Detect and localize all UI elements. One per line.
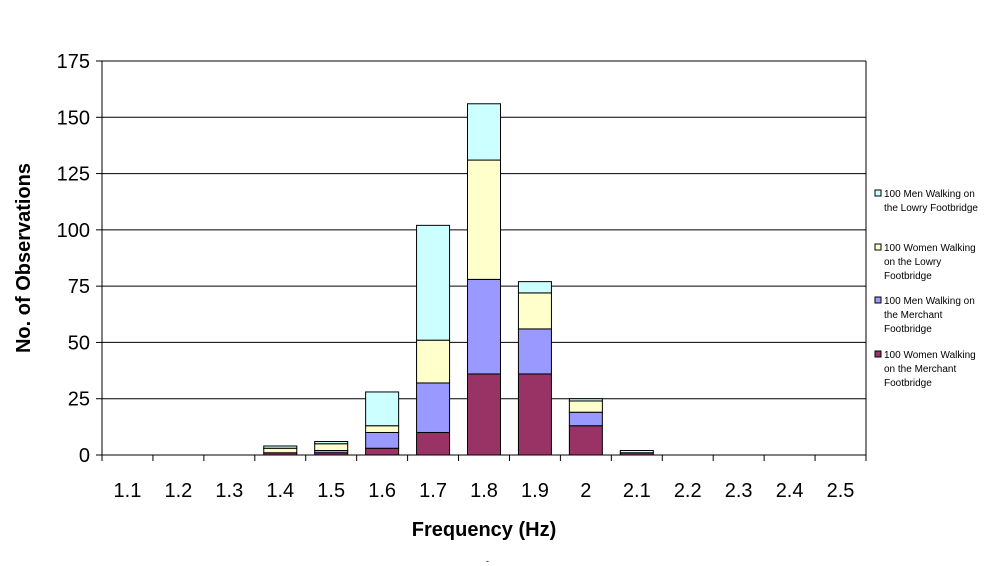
legend-swatch-3: [874, 350, 882, 358]
y-tick-label-25: 25: [68, 389, 90, 411]
x-tick-label-1.2: 1.2: [164, 480, 192, 502]
y-tick-label-125: 125: [57, 164, 90, 186]
bar-segment-2-series-1: [568, 411, 603, 427]
bar-segment-1.7-series-0: [416, 431, 451, 456]
bar-segment-1.8-series-1: [467, 278, 501, 375]
legend-swatch-0: [874, 189, 882, 197]
bars: [263, 103, 654, 456]
legend: 100 Men Walking on the Lowry Footbridge 10…: [874, 189, 978, 389]
legend-label-0: 100 Men Walking on: [884, 189, 975, 200]
footer-mark: -: [486, 556, 489, 566]
bar-segment-1.7-series-1: [416, 382, 451, 433]
y-tick-labels: 0 25 50 75 100 125 150 175: [57, 51, 90, 467]
bar-segment-1.6-series-1: [365, 431, 400, 449]
bar-segment-2.1-series-3: [619, 449, 654, 454]
x-tick-label-2.2: 2.2: [674, 480, 702, 502]
x-axis-title: Frequency (Hz): [412, 519, 556, 541]
x-tick-label-2: 2: [580, 480, 591, 502]
bar-segment-1.4-series-2: [263, 447, 298, 454]
x-tick-label-1.9: 1.9: [521, 480, 549, 502]
legend-label-1: 100 Women Walking: [884, 243, 976, 254]
bar-segment-1.9-series-3: [517, 281, 552, 294]
x-tick-label-2.4: 2.4: [776, 480, 804, 502]
bar-segment-1.6-series-0: [365, 447, 400, 456]
y-tick-label-0: 0: [79, 445, 90, 467]
bar-segment-1.8-series-0: [467, 373, 501, 456]
x-tick-label-1.8: 1.8: [470, 480, 498, 502]
x-tick-label-2.1: 2.1: [623, 480, 651, 502]
y-tick-label-150: 150: [57, 107, 90, 129]
bar-segment-2-series-0: [568, 425, 603, 456]
bar-segment-1.8-series-2: [467, 159, 501, 280]
x-tick-label-1.1: 1.1: [114, 480, 142, 502]
bar-segment-1.5-series-3: [314, 440, 349, 445]
x-tick-label-1.3: 1.3: [215, 480, 243, 502]
y-tick-label-175: 175: [57, 51, 90, 73]
y-tick-label-100: 100: [57, 220, 90, 242]
legend-label-3: on the Merchant: [884, 364, 956, 375]
x-tick-label-2.3: 2.3: [725, 480, 753, 502]
x-tick-label-1.4: 1.4: [266, 480, 294, 502]
legend-label-3: 100 Women Walking: [884, 350, 976, 361]
legend-label-1: on the Lowry: [884, 257, 941, 268]
y-axis-title: No. of Observations: [13, 163, 35, 353]
legend-label-2: Footbridge: [884, 324, 932, 335]
axes: [101, 60, 867, 461]
bar-segment-1.6-series-2: [365, 425, 400, 433]
legend-swatch-2: [874, 296, 882, 304]
bar-segment-1.4-series-3: [263, 445, 298, 449]
legend-label-2: the Merchant: [884, 310, 943, 321]
legend-label-3: Footbridge: [884, 378, 932, 389]
bar-segment-1.8-series-3: [467, 103, 501, 161]
y-tick-label-75: 75: [68, 276, 90, 298]
y-tick-label-50: 50: [68, 332, 90, 354]
legend-label-2: 100 Men Walking on: [884, 296, 975, 307]
legend-label-1: Footbridge: [884, 271, 932, 282]
legend-swatch-1: [874, 243, 882, 251]
bar-segment-2-series-3: [568, 398, 603, 402]
bar-segment-1.6-series-3: [365, 391, 400, 427]
bar-segment-1.7-series-3: [416, 224, 451, 341]
legend-label-0: the Lowry Footbridge: [884, 203, 978, 214]
bar-segment-1.5-series-2: [314, 443, 349, 451]
x-tick-label-1.5: 1.5: [317, 480, 345, 502]
x-tick-label-1.6: 1.6: [368, 480, 396, 502]
bar-segment-1.9-series-2: [517, 292, 552, 330]
bar-segment-1.9-series-0: [517, 373, 552, 456]
bar-segment-2-series-2: [568, 400, 603, 413]
x-tick-label-1.7: 1.7: [419, 480, 447, 502]
bar-segment-1.9-series-1: [517, 328, 552, 375]
bar-segment-1.7-series-2: [416, 339, 451, 384]
x-tick-label-2.5: 2.5: [827, 480, 855, 502]
x-tick-labels: 1.1 1.2 1.3 1.4 1.5 1.6 1.7 1.8 1.9 2 2.1 2.2 2.3 2.4…: [114, 480, 855, 502]
